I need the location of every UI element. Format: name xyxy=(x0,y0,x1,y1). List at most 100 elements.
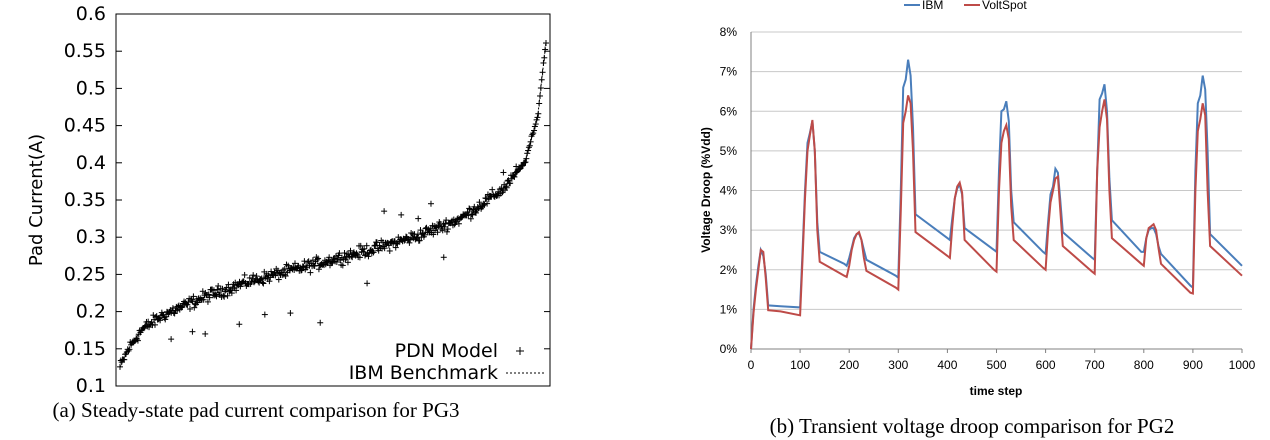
chart-b-x-tick-label: 800 xyxy=(1134,358,1154,372)
chart-a-point xyxy=(336,250,343,257)
chart-a-point xyxy=(356,254,363,261)
chart-a-point xyxy=(440,254,447,261)
chart-b-x-tick-label: 500 xyxy=(986,358,1006,372)
chart-a-point xyxy=(464,208,471,215)
chart-a-point xyxy=(476,199,483,206)
chart-a-point xyxy=(510,173,517,180)
chart-a-point xyxy=(402,233,409,240)
chart-b-x-axis-label: time step xyxy=(970,384,1023,398)
chart-a-point xyxy=(169,305,176,312)
chart-a-point xyxy=(326,254,333,261)
chart-a-point xyxy=(292,260,299,267)
chart-a-y-axis: 0.1 0.15 0.2 0.25 0.3 0.35 0.4 0.45 0.5 0.55 0.6 xyxy=(64,3,550,397)
chart-a-point xyxy=(334,256,341,263)
legend-label-voltspot: VoltSpot xyxy=(982,0,1027,12)
chart-a-point xyxy=(259,279,266,286)
chart-a-point xyxy=(250,272,257,279)
chart-a-point xyxy=(349,254,356,261)
chart-a-point xyxy=(204,298,211,305)
chart-a-point xyxy=(202,330,209,337)
chart-a-y-tick-label: 0.35 xyxy=(64,189,106,211)
chart-a-point xyxy=(304,259,311,266)
chart-a-y-tick-label: 0.6 xyxy=(76,3,106,25)
chart-a-point xyxy=(422,225,429,232)
chart-a-y-axis-label: Pad Current(A) xyxy=(26,134,47,266)
chart-a-point xyxy=(370,249,377,256)
chart-a-point xyxy=(455,220,462,227)
chart-a-point xyxy=(314,256,321,263)
chart-a-point xyxy=(468,211,475,218)
chart-b-y-tick-label: 3% xyxy=(720,223,738,237)
chart-a-point xyxy=(513,169,520,176)
chart-b-y-tick-label: 0% xyxy=(720,342,738,356)
chart-a-point xyxy=(361,245,368,252)
chart-a-point xyxy=(522,159,529,166)
chart-b-y-tick-label: 5% xyxy=(720,144,738,158)
chart-a: 0.1 0.15 0.2 0.25 0.3 0.35 0.4 0.45 0.5 0.55 0.6 P… xyxy=(26,3,551,422)
chart-a-point xyxy=(357,242,364,249)
chart-a-y-tick-label: 0.45 xyxy=(64,115,106,137)
chart-a-point xyxy=(228,290,235,297)
chart-a-point xyxy=(187,306,194,313)
chart-a-point xyxy=(333,259,340,266)
chart-a-point xyxy=(171,310,178,317)
caption-b: (b) Transient voltage droop comparison f… xyxy=(770,414,1175,438)
chart-a-point xyxy=(168,336,175,343)
chart-a-point xyxy=(347,247,354,254)
chart-a-point xyxy=(415,215,422,222)
chart-a-point xyxy=(342,256,349,263)
chart-a-point xyxy=(443,217,450,224)
chart-b-gridlines xyxy=(751,31,1242,350)
chart-a-y-tick-label: 0.25 xyxy=(64,263,106,285)
chart-a-point xyxy=(285,262,292,269)
legend-marker-pdn-model xyxy=(516,347,524,355)
chart-a-point xyxy=(191,304,198,311)
chart-a-point xyxy=(315,266,322,273)
chart-a-point xyxy=(282,273,289,280)
chart-a-y-tick-label: 0.2 xyxy=(76,301,106,323)
chart-a-point xyxy=(505,177,512,184)
chart-a-point xyxy=(364,280,371,287)
chart-a-legend: PDN Model IBM Benchmark xyxy=(349,340,546,384)
chart-a-point xyxy=(224,292,231,299)
chart-b-x-tick-label: 300 xyxy=(888,358,908,372)
chart-a-point xyxy=(221,293,228,300)
chart-a-point xyxy=(215,282,222,289)
chart-a-point xyxy=(439,227,446,234)
chart-a-point xyxy=(163,313,170,320)
chart-b-series-ibm xyxy=(750,59,1243,350)
chart-a-point xyxy=(266,278,273,285)
caption-a: (a) Steady-state pad current comparison … xyxy=(52,398,459,422)
chart-a-point xyxy=(472,209,479,216)
chart-a-point xyxy=(152,321,159,328)
chart-a-point xyxy=(466,205,473,212)
chart-b-x-tick-label: 600 xyxy=(1036,358,1056,372)
chart-b-x-tick-label: 0 xyxy=(748,358,755,372)
chart-a-point xyxy=(275,276,282,283)
chart-b-x-tick-label: 200 xyxy=(839,358,859,372)
chart-a-point xyxy=(343,254,350,261)
chart-a-point xyxy=(363,242,370,249)
chart-a-point xyxy=(179,304,186,311)
chart-b-x-axis: 0 100 200 300 400 500 600 700 800 900 1000 xyxy=(748,349,1256,372)
chart-a-point xyxy=(398,211,405,218)
chart-b-x-tick-label: 400 xyxy=(937,358,957,372)
chart-b-x-tick-label: 1000 xyxy=(1229,358,1256,372)
chart-a-point xyxy=(190,293,197,300)
chart-b-y-tick-label: 1% xyxy=(720,302,738,316)
chart-a-y-tick-label: 0.55 xyxy=(64,40,106,62)
chart-a-point xyxy=(489,186,496,193)
chart-a-point xyxy=(214,286,221,293)
chart-b: 0% 1% 2% 3% 4% 5% 6% 7% 8% 0 100 200 300 400 500 600 70… xyxy=(699,0,1256,438)
chart-a-point xyxy=(481,201,488,208)
chart-a-point xyxy=(365,253,372,260)
chart-a-point xyxy=(307,269,314,276)
chart-a-point xyxy=(315,255,322,262)
chart-a-point xyxy=(430,231,437,238)
chart-a-point xyxy=(444,226,451,233)
chart-a-point xyxy=(427,200,434,207)
chart-b-y-tick-label: 7% xyxy=(720,65,738,79)
chart-a-point xyxy=(290,263,297,270)
chart-a-point xyxy=(386,247,393,254)
